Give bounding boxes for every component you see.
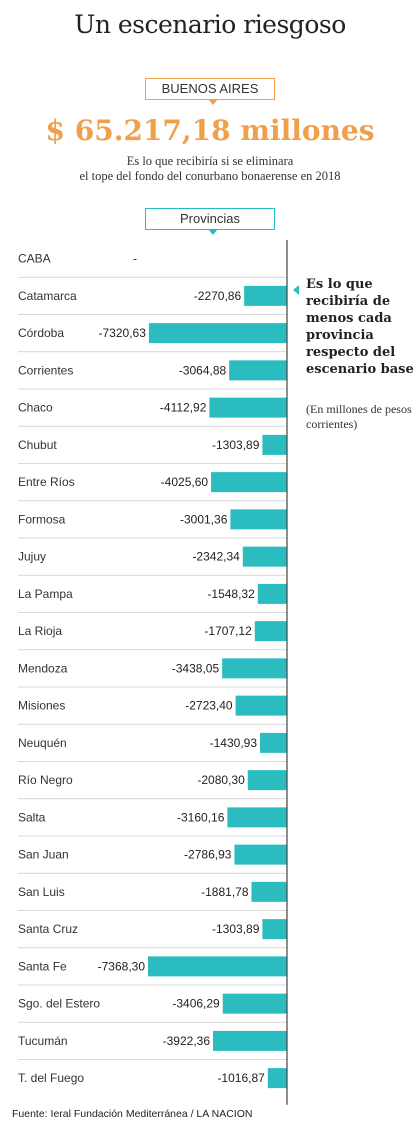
value-label: -3406,29	[172, 997, 220, 1011]
value-label: -3160,16	[177, 810, 225, 824]
category-label: Corrientes	[18, 363, 73, 377]
bar	[209, 397, 287, 418]
value-label: -2080,30	[197, 773, 245, 787]
category-label: Tucumán	[18, 1034, 68, 1048]
value-label: -1548,32	[207, 587, 255, 601]
value-label: -2342,34	[192, 550, 240, 564]
bar	[213, 1030, 287, 1051]
bar	[254, 621, 287, 642]
chart-note-title: Es lo que recibiría de menos cada provin…	[306, 277, 414, 377]
bar	[234, 844, 287, 865]
bar	[230, 509, 287, 530]
badge-notch	[208, 99, 218, 105]
value-label: -3064,88	[179, 363, 227, 377]
value-label: -4025,60	[161, 475, 209, 489]
bar	[211, 472, 287, 493]
bar	[244, 285, 287, 306]
value-label: -3001,36	[180, 512, 228, 526]
bar	[260, 732, 287, 753]
category-label: Córdoba	[18, 326, 64, 340]
bar	[222, 993, 287, 1014]
bar	[242, 546, 287, 567]
category-label: T. del Fuego	[18, 1071, 84, 1085]
value-label: -4112,92	[160, 401, 207, 415]
value-label: -2270,86	[194, 289, 242, 303]
category-label: La Pampa	[18, 587, 73, 601]
category-label: Mendoza	[18, 661, 68, 675]
category-label: Santa Fe	[18, 959, 67, 973]
category-label: La Rioja	[18, 624, 62, 638]
category-label: Sgo. del Estero	[18, 997, 100, 1011]
category-label: Formosa	[18, 512, 66, 526]
category-label: San Luis	[18, 885, 65, 899]
section-notch	[208, 229, 218, 235]
value-label: -1303,89	[212, 438, 260, 452]
category-label: Santa Cruz	[18, 922, 78, 936]
value-label: -7368,30	[98, 959, 146, 973]
value-label: -2723,40	[185, 699, 233, 713]
value-label: -7320,63	[99, 326, 147, 340]
value-label: -1430,93	[210, 736, 258, 750]
value-label: -	[133, 252, 137, 266]
bar	[262, 434, 287, 455]
subtitle-line-2: el tope del fondo del conurbano bonaeren…	[79, 169, 341, 183]
category-label: Catamarca	[18, 289, 77, 303]
category-label: Entre Ríos	[18, 475, 75, 489]
note-pointer-icon	[293, 285, 299, 295]
source-credit: Fuente: Ieral Fundación Mediterránea / L…	[12, 1108, 253, 1120]
category-label: Salta	[18, 810, 46, 824]
bar	[229, 360, 287, 381]
value-label: -2786,93	[184, 848, 232, 862]
category-label: Jujuy	[18, 550, 46, 564]
value-label: -1881,78	[201, 885, 249, 899]
category-label: Río Negro	[18, 773, 73, 787]
category-label: Neuquén	[18, 736, 67, 750]
bar	[148, 323, 287, 344]
bar	[227, 807, 287, 828]
bar	[235, 695, 287, 716]
chart-note-units: (En millones de pesos corrientes)	[306, 402, 412, 431]
headline-amount: $ 65.217,18 millones	[45, 114, 375, 147]
value-label: -1707,12	[204, 624, 252, 638]
category-label: CABA	[18, 252, 51, 266]
bar	[257, 583, 287, 604]
page-title: Un escenario riesgoso	[74, 10, 346, 39]
bar	[262, 919, 287, 940]
category-label: San Juan	[18, 848, 69, 862]
bar	[251, 881, 287, 902]
category-label: Chaco	[18, 401, 53, 415]
value-label: -3438,05	[172, 661, 220, 675]
value-label: -1303,89	[212, 922, 260, 936]
category-label: Misiones	[18, 699, 65, 713]
bar	[247, 770, 287, 791]
value-label: -1016,87	[217, 1071, 265, 1085]
value-label: -3922,36	[163, 1034, 211, 1048]
bar	[267, 1068, 287, 1089]
category-label: Chubut	[18, 438, 57, 452]
bar	[148, 956, 287, 977]
bar	[222, 658, 287, 679]
subtitle-line-1: Es lo que recibiría si se eliminara	[126, 154, 294, 168]
